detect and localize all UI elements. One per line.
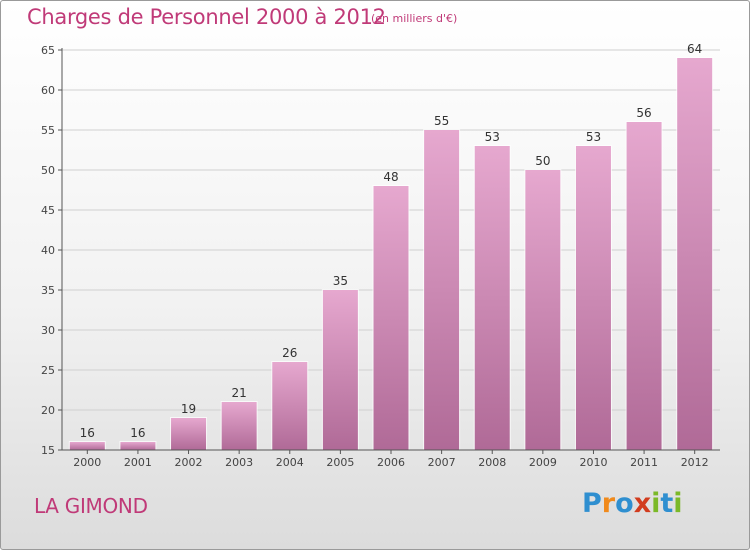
x-tick-label: 2001 [124,456,152,469]
bar [373,186,409,450]
bar [221,402,257,450]
chart-subtitle: (en milliers d'€) [371,12,458,25]
axes: 15 20 25 30 35 40 45 50 55 60 65 2000 2001 2002 2003 20… [41,44,720,469]
bar [474,146,510,450]
logo-letter: i [673,488,683,519]
x-tick-label: 2002 [175,456,203,469]
bar-value-label: 55 [434,114,449,128]
y-tick-label: 50 [41,164,55,177]
y-tick-label: 35 [41,284,55,297]
y-tick-label: 55 [41,124,55,137]
logo-letter: i [651,488,661,519]
bar [272,362,308,450]
bar-value-label: 64 [687,42,702,56]
x-tick-label: 2011 [630,456,658,469]
x-tick-label: 2000 [73,456,101,469]
logo-letter: r [601,488,616,519]
bar-value-label: 48 [383,170,398,184]
bar [677,58,713,450]
x-tick-label: 2009 [529,456,557,469]
bar-value-label: 19 [181,402,196,416]
bar-value-label: 16 [80,426,95,440]
bar-value-label: 50 [535,154,550,168]
bar [322,290,358,450]
bar [120,442,156,450]
bar-value-label: 16 [130,426,145,440]
x-tick-label: 2008 [478,456,506,469]
x-tick-label: 2010 [579,456,607,469]
commune-name: LA GIMOND [34,494,148,518]
bar-value-label: 53 [485,130,500,144]
x-tick-label: 2007 [428,456,456,469]
bar-value-label: 21 [232,386,247,400]
logo-letter: t [660,488,674,519]
bar [575,146,611,450]
bars [68,57,714,450]
bar-value-label: 53 [586,130,601,144]
y-tick-label: 40 [41,244,55,257]
y-tick-label: 15 [41,444,55,457]
bar [525,170,561,450]
bar [424,130,460,450]
proxiti-logo[interactable]: Proxiti [582,488,683,519]
y-tick-label: 20 [41,404,55,417]
chart-title: Charges de Personnel 2000 à 2012 [27,5,386,29]
y-tick-label: 60 [41,84,55,97]
y-tick-label: 25 [41,364,55,377]
logo-letter: P [582,488,602,519]
x-tick-label: 2005 [326,456,354,469]
logo-letter: x [633,488,652,519]
bar-value-label: 56 [636,106,651,120]
y-tick-label: 30 [41,324,55,337]
bar [626,122,662,450]
x-tick-label: 2006 [377,456,405,469]
x-tick-label: 2012 [681,456,709,469]
bar [171,418,207,450]
data-labels: 16 16 19 21 26 35 48 55 53 50 53 56 64 [80,42,703,440]
x-tick-label: 2003 [225,456,253,469]
y-tick-label: 45 [41,204,55,217]
logo-letter: o [615,488,634,519]
bar-value-label: 26 [282,346,297,360]
bar [69,442,105,450]
y-tick-label: 65 [41,44,55,57]
bar-value-label: 35 [333,274,348,288]
x-tick-label: 2004 [276,456,304,469]
